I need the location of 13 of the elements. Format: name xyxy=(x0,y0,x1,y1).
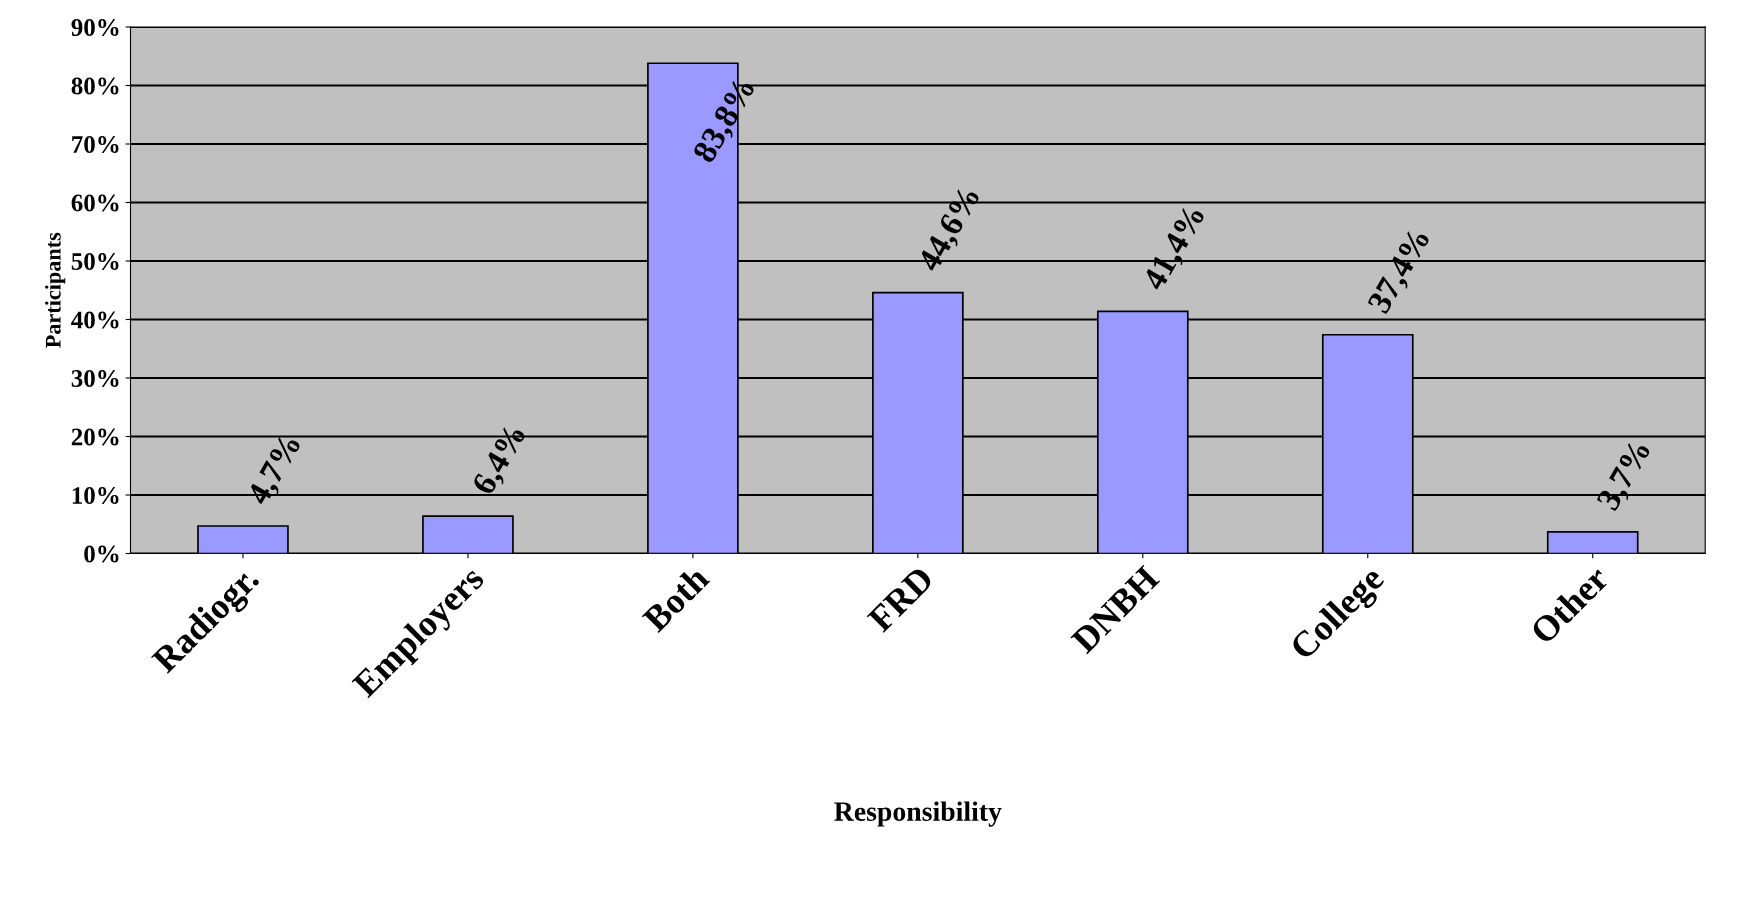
y-tick-label: 40% xyxy=(71,311,119,329)
y-tick-label: 60% xyxy=(71,194,119,212)
x-tick-label: Both xyxy=(640,563,711,634)
y-tick-label: 70% xyxy=(72,136,119,153)
y-tick-label: 80% xyxy=(71,77,119,95)
y-tick-label: 0% xyxy=(84,545,119,563)
y-tick-label: 50% xyxy=(71,253,119,270)
y-tick-label: 90% xyxy=(71,19,119,36)
x-axis-title: Responsibility xyxy=(834,801,1002,827)
y-tick-label: 10% xyxy=(72,487,119,504)
y-tick-label: 30% xyxy=(71,370,119,387)
y-tick-label: 20% xyxy=(71,428,119,446)
y-axis-title: Participants xyxy=(45,232,66,348)
